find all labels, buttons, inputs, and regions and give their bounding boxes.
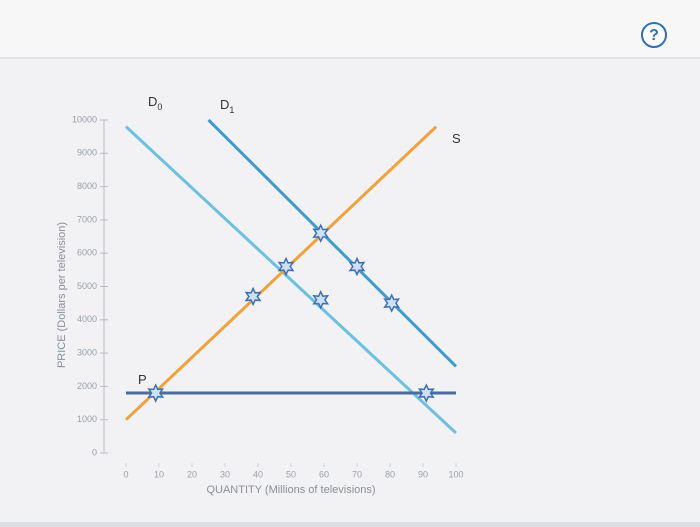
y-tick-label: 2000 xyxy=(77,381,97,391)
series-name: D xyxy=(148,94,157,109)
point-marker xyxy=(244,286,262,307)
series-line xyxy=(124,125,438,421)
point-marker xyxy=(348,256,366,277)
help-button[interactable]: ? xyxy=(641,22,667,48)
series-name: P xyxy=(138,372,147,387)
x-tick-label: 10 xyxy=(154,469,164,479)
point-marker xyxy=(417,383,435,403)
point-marker xyxy=(312,223,330,243)
x-tick-label: 60 xyxy=(319,469,329,479)
x-tick-label: 100 xyxy=(448,469,463,479)
y-tick-label: 7000 xyxy=(77,214,97,224)
point-marker xyxy=(277,256,295,277)
y-tick-label: 1000 xyxy=(77,414,97,424)
x-tick-label: 80 xyxy=(385,469,395,479)
y-tick-label: 9000 xyxy=(77,148,97,158)
y-tick-label: 5000 xyxy=(77,281,97,291)
y-tick-label: 4000 xyxy=(77,314,97,324)
x-tick-label: 50 xyxy=(286,469,296,479)
series-subscript: 0 xyxy=(157,102,162,112)
series-name: S xyxy=(452,131,461,146)
series-line xyxy=(207,118,458,368)
series-label: D1 xyxy=(220,97,234,115)
x-axis-label: QUANTITY (Millions of televisions) xyxy=(206,484,375,496)
x-tick-label: 90 xyxy=(418,469,428,479)
y-tick-label: 8000 xyxy=(77,181,97,191)
point-marker xyxy=(147,383,165,403)
y-tick-label: 10000 xyxy=(72,114,97,124)
help-circle[interactable] xyxy=(641,22,667,48)
point-marker xyxy=(312,290,330,310)
series-name: D xyxy=(220,97,229,112)
help-text[interactable]: ? xyxy=(649,27,659,44)
x-tick-label: 40 xyxy=(253,469,263,479)
x-tick-label: 30 xyxy=(220,469,230,479)
series-subscript: 1 xyxy=(229,105,234,115)
x-tick-label: 20 xyxy=(187,469,197,479)
header-bar xyxy=(0,0,700,58)
y-tick-label: 3000 xyxy=(77,347,97,357)
x-tick-label: 70 xyxy=(352,469,362,479)
y-tick-label: 0 xyxy=(92,447,97,457)
y-axis-label: PRICE (Dollars per television) xyxy=(56,222,68,368)
series-line xyxy=(124,125,458,435)
point-marker xyxy=(383,293,401,313)
series-label: D0 xyxy=(148,94,162,112)
series-label: P xyxy=(138,372,147,387)
series-label: S xyxy=(452,131,461,146)
x-tick-label: 0 xyxy=(123,469,128,479)
y-tick-label: 6000 xyxy=(77,248,97,258)
